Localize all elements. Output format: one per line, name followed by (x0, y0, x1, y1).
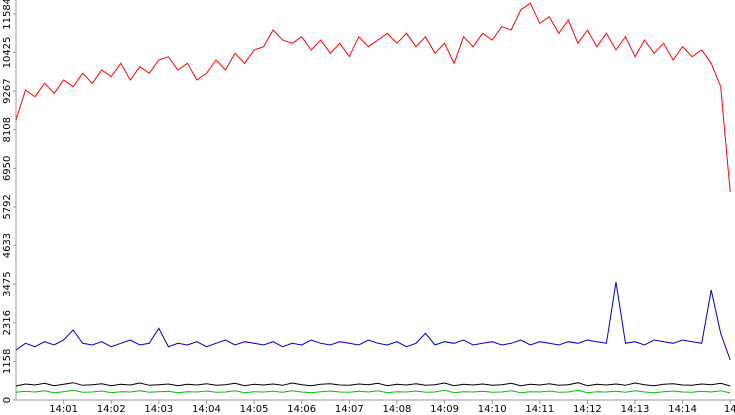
x-tick-label: 14:10 (478, 404, 507, 415)
y-tick-label: 1158 (2, 349, 13, 374)
y-tick-label: 6950 (2, 156, 13, 181)
y-tick-label: 9267 (2, 78, 13, 103)
y-tick-label: 11584 (2, 0, 13, 30)
x-tick-label: 14:14 (668, 404, 697, 415)
y-tick-label: 4633 (2, 233, 13, 258)
series-line (15, 281, 731, 361)
x-tick-label: 14:09 (430, 404, 459, 415)
y-tick-label: 8108 (2, 117, 13, 142)
x-tick-label: 14:04 (192, 404, 221, 415)
x-tick-label: 14:07 (335, 404, 364, 415)
y-tick-label: 5792 (2, 194, 13, 219)
x-tick-label: 14:02 (97, 404, 126, 415)
x-tick-label: 14:01 (49, 404, 78, 415)
y-tick-label: 3475 (2, 271, 13, 296)
x-tick-label: 14:08 (383, 404, 412, 415)
y-tick-label: 0 (2, 397, 13, 403)
x-tick-label: 14:05 (240, 404, 269, 415)
x-tick-label: 14:03 (144, 404, 173, 415)
series-line (15, 382, 731, 387)
x-tick-label: 14:12 (573, 404, 602, 415)
x-tick-label: 14 (724, 404, 735, 415)
y-tick-label: 10425 (2, 37, 13, 69)
series-line (15, 2, 731, 193)
x-tick-label: 14:11 (525, 404, 554, 415)
x-tick-label: 14:13 (621, 404, 650, 415)
series-line (15, 389, 731, 394)
y-tick-label: 2316 (2, 310, 13, 335)
x-tick-label: 14:06 (287, 404, 316, 415)
